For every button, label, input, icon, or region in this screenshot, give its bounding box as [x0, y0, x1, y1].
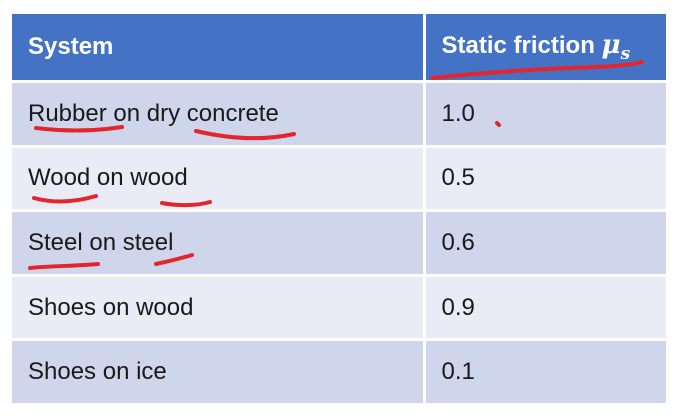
cell-system: Shoes on wood — [12, 275, 426, 342]
header-friction-label: Static friction — [441, 31, 602, 59]
mu-subscript: s — [620, 44, 631, 65]
table-row: Wood on wood 0.5 — [12, 146, 666, 213]
cell-system: Rubber on dry concrete — [12, 81, 426, 148]
cell-value: 1.0 — [424, 81, 666, 148]
table-row: Steel on steel 0.6 — [12, 210, 666, 277]
friction-table: System Static friction μs Rubber on dry … — [12, 14, 666, 406]
cell-value: 0.6 — [424, 210, 666, 277]
header-static-friction: Static friction μs — [424, 14, 666, 83]
table-row: Shoes on wood 0.9 — [12, 275, 666, 342]
cell-value: 0.5 — [424, 146, 666, 213]
table-header-row: System Static friction μs — [12, 14, 666, 83]
cell-value: 0.1 — [424, 339, 666, 406]
mu-symbol: μs — [601, 29, 631, 64]
cell-system: Steel on steel — [12, 210, 426, 277]
cell-system: Shoes on ice — [12, 339, 426, 406]
table-row: Shoes on ice 0.1 — [12, 339, 666, 406]
mu-letter: μ — [601, 29, 621, 60]
header-system: System — [12, 14, 426, 83]
table-row: Rubber on dry concrete 1.0 — [12, 81, 666, 148]
cell-system: Wood on wood — [12, 146, 426, 213]
cell-value: 0.9 — [424, 275, 666, 342]
